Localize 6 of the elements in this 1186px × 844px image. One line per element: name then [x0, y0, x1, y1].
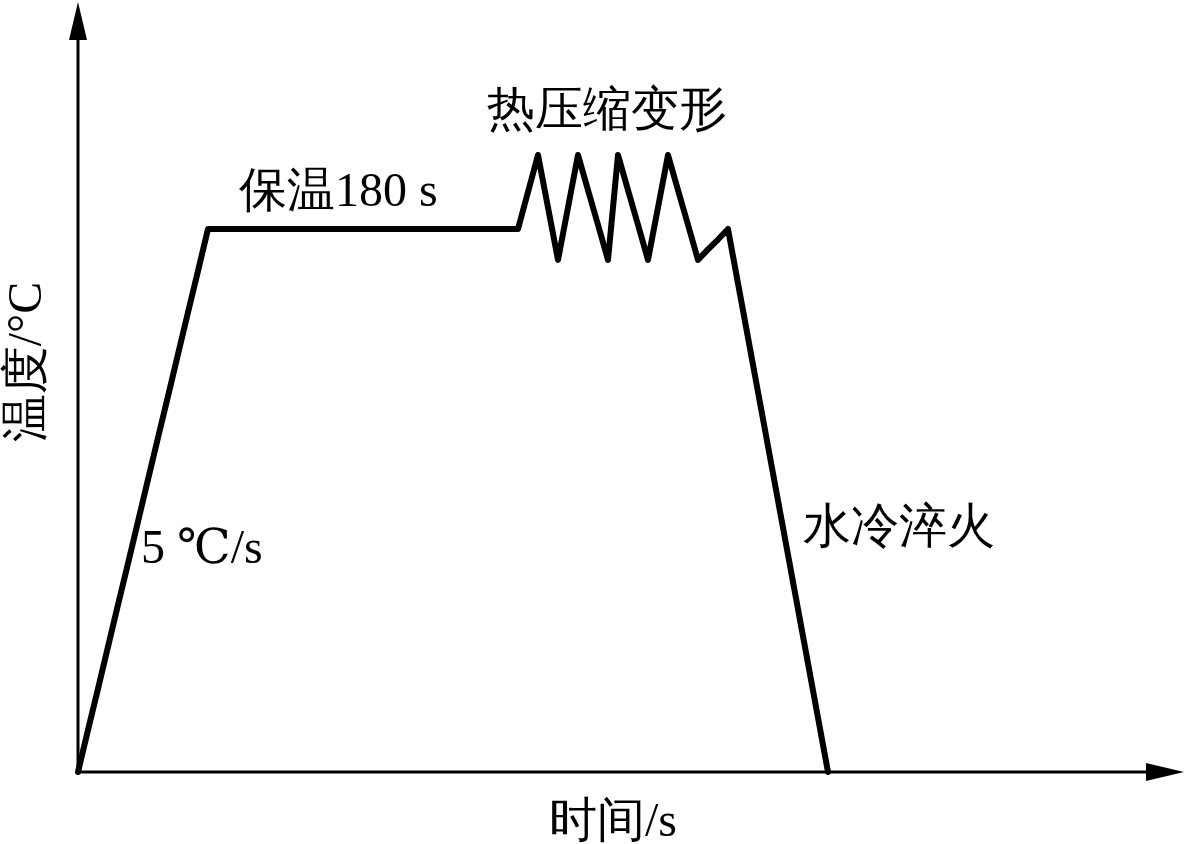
annotation: 水冷淬火	[803, 499, 995, 552]
text: 热压缩变形	[487, 82, 727, 135]
y-axis-title: 温度/°C	[0, 281, 51, 443]
annotation: 5 ℃/s	[141, 520, 263, 573]
annotation: 保温180 s	[239, 163, 438, 216]
x-axis-title: 时间/s	[548, 793, 678, 844]
